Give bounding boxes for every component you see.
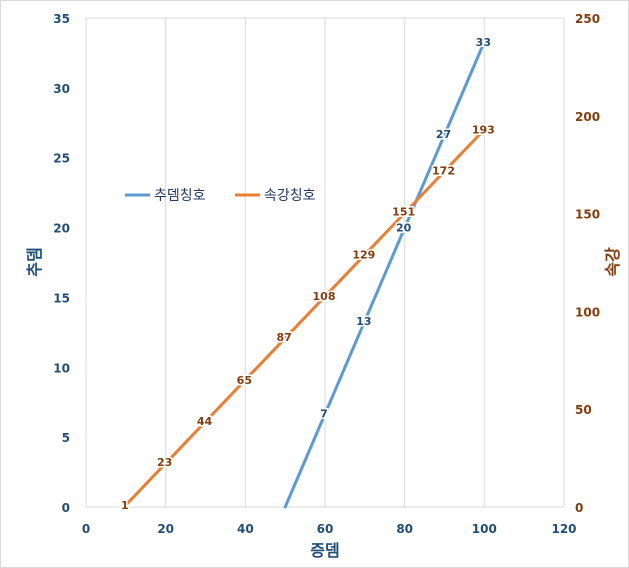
data-label: 172 [432,165,455,178]
y-left-tick-label-20: 20 [53,222,70,236]
legend-label-2: 속강칭호 [264,188,316,204]
data-label: 65 [237,374,252,387]
y-left-tick-label-5: 5 [62,431,70,445]
series-lines [124,40,486,509]
series-line-1 [283,40,486,509]
data-label: 44 [197,415,213,428]
data-label: 27 [436,128,451,141]
x-tick-label-40: 40 [237,522,254,536]
data-label: 33 [476,36,491,49]
data-label: 193 [472,123,495,136]
data-label: 13 [356,315,371,328]
data-labels: 7 13 20 27 33 1 23 44 65 87 108 129 151 172 193 [120,34,497,513]
data-label: 1 [121,499,129,512]
data-label: 151 [392,206,415,219]
axis-titles: 증뎀 추뎀 속강 [25,247,622,560]
data-label: 7 [320,407,328,420]
y-left-tick-label-25: 25 [53,152,70,166]
x-tick-label-0: 0 [82,522,90,536]
y-right-tick-label-100: 100 [575,305,600,319]
data-label: 87 [277,331,292,344]
data-label: 20 [396,222,412,235]
y-right-axis-title: 속강 [603,247,622,277]
grid-lines [85,17,565,508]
y-right-tick-label-0: 0 [575,501,583,515]
x-tick-label-60: 60 [317,522,334,536]
x-axis-title: 증뎀 [310,541,339,560]
y-left-tick-label-35: 35 [53,12,70,26]
data-label: 129 [352,249,375,262]
x-tick-label-20: 20 [157,522,174,536]
y-right-tick-label-200: 200 [575,110,600,124]
y-right-tick-label-150: 150 [575,208,600,222]
data-label: 23 [157,456,172,469]
y-left-tick-label-10: 10 [53,361,70,375]
x-tick-label-100: 100 [472,522,497,536]
series-line-2 [124,127,486,507]
y-left-axis-title: 추뎀 [25,247,44,276]
x-tick-label-80: 80 [396,522,413,536]
y-left-tick-label-30: 30 [53,82,70,96]
y-left-tick-label-15: 15 [53,291,70,305]
axes: 0 20 40 60 80 100 1200510152025303505010015020… [53,12,600,536]
legend: 추뎀칭호 속강칭호 [125,188,316,204]
y-left-tick-label-0: 0 [62,501,70,515]
x-tick-label-120: 120 [551,522,576,536]
data-label: 108 [313,290,336,303]
y-right-tick-label-50: 50 [575,403,592,417]
legend-label-1: 추뎀칭호 [154,188,206,204]
y-right-tick-label-250: 250 [575,12,600,26]
